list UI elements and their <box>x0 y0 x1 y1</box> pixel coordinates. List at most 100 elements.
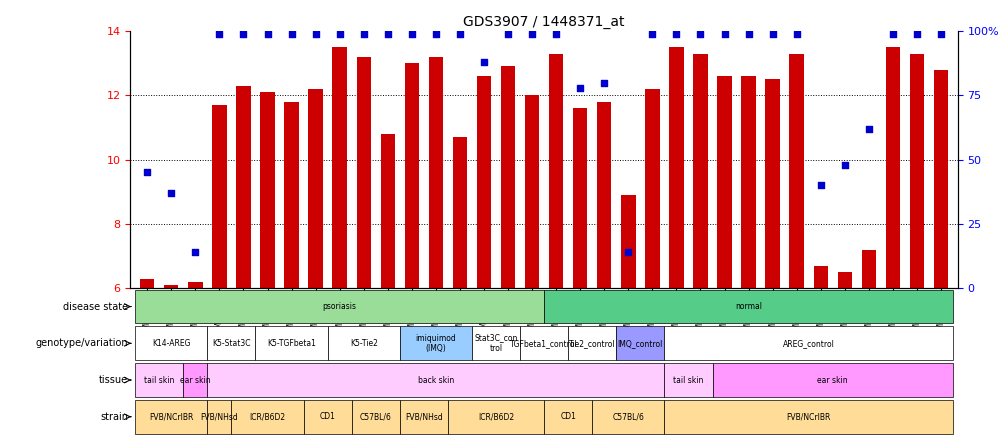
Text: imiquimod
(IMQ): imiquimod (IMQ) <box>415 333 456 353</box>
Text: normal: normal <box>734 302 762 311</box>
Point <box>284 30 300 37</box>
Text: ICR/B6D2: ICR/B6D2 <box>249 412 286 421</box>
Bar <box>188 282 202 288</box>
Bar <box>861 250 875 288</box>
Text: FVB/NHsd: FVB/NHsd <box>405 412 442 421</box>
Bar <box>332 47 347 288</box>
Bar <box>261 92 275 288</box>
FancyBboxPatch shape <box>448 400 543 434</box>
FancyBboxPatch shape <box>231 400 304 434</box>
Point <box>235 30 252 37</box>
FancyBboxPatch shape <box>400 400 448 434</box>
FancyBboxPatch shape <box>207 400 231 434</box>
FancyBboxPatch shape <box>711 363 952 397</box>
Text: CD1: CD1 <box>320 412 336 421</box>
Text: C57BL/6: C57BL/6 <box>360 412 392 421</box>
Point <box>643 30 659 37</box>
Text: C57BL/6: C57BL/6 <box>612 412 643 421</box>
Point <box>260 30 276 37</box>
Point <box>380 30 396 37</box>
Point <box>691 30 707 37</box>
Text: tail skin: tail skin <box>672 376 703 385</box>
FancyBboxPatch shape <box>256 326 328 360</box>
Text: K5-Stat3C: K5-Stat3C <box>212 339 250 348</box>
FancyBboxPatch shape <box>328 326 400 360</box>
Point <box>500 30 516 37</box>
Point <box>667 30 683 37</box>
Bar <box>404 63 419 288</box>
Point <box>764 30 780 37</box>
Point <box>332 30 348 37</box>
Point <box>308 30 324 37</box>
Text: Tie2_control: Tie2_control <box>568 339 615 348</box>
FancyBboxPatch shape <box>663 363 711 397</box>
Text: tail skin: tail skin <box>144 376 174 385</box>
Text: K5-TGFbeta1: K5-TGFbeta1 <box>267 339 316 348</box>
Bar <box>789 54 804 288</box>
FancyBboxPatch shape <box>543 289 952 324</box>
Bar <box>548 54 563 288</box>
Bar <box>380 134 395 288</box>
Point <box>571 84 587 91</box>
Bar <box>500 67 515 288</box>
Point <box>428 30 444 37</box>
Point <box>788 30 804 37</box>
Point <box>139 169 155 176</box>
Point <box>452 30 468 37</box>
Bar <box>813 266 827 288</box>
FancyBboxPatch shape <box>567 326 615 360</box>
Point <box>524 30 540 37</box>
FancyBboxPatch shape <box>663 326 952 360</box>
FancyBboxPatch shape <box>472 326 520 360</box>
Text: back skin: back skin <box>418 376 454 385</box>
FancyBboxPatch shape <box>615 326 663 360</box>
FancyBboxPatch shape <box>135 400 207 434</box>
Text: FVB/NCrIBR: FVB/NCrIBR <box>149 412 193 421</box>
Text: strain: strain <box>100 412 128 422</box>
Point <box>812 182 828 189</box>
Text: FVB/NCrIBR: FVB/NCrIBR <box>786 412 830 421</box>
Text: ICR/B6D2: ICR/B6D2 <box>478 412 514 421</box>
Bar <box>933 70 947 288</box>
FancyBboxPatch shape <box>207 326 256 360</box>
Bar <box>885 47 899 288</box>
Point <box>884 30 900 37</box>
Point <box>836 161 852 168</box>
Title: GDS3907 / 1448371_at: GDS3907 / 1448371_at <box>463 15 624 29</box>
Bar <box>572 108 587 288</box>
Point <box>476 58 492 65</box>
FancyBboxPatch shape <box>135 326 207 360</box>
Point <box>908 30 924 37</box>
Bar <box>765 79 780 288</box>
Text: Stat3C_con
trol: Stat3C_con trol <box>474 333 517 353</box>
Bar <box>140 278 154 288</box>
Point <box>404 30 420 37</box>
FancyBboxPatch shape <box>183 363 207 397</box>
FancyBboxPatch shape <box>135 363 183 397</box>
Point <box>211 30 227 37</box>
Bar <box>620 195 635 288</box>
FancyBboxPatch shape <box>520 326 567 360</box>
FancyBboxPatch shape <box>663 400 952 434</box>
Bar <box>668 47 683 288</box>
Bar <box>692 54 707 288</box>
Bar <box>716 76 731 288</box>
Point <box>547 30 563 37</box>
Text: ear skin: ear skin <box>817 376 848 385</box>
Point <box>163 190 179 197</box>
Bar <box>428 57 443 288</box>
FancyBboxPatch shape <box>543 400 591 434</box>
Bar <box>236 86 250 288</box>
Bar <box>740 76 756 288</box>
Text: CD1: CD1 <box>560 412 575 421</box>
Point <box>356 30 372 37</box>
Text: IMQ_control: IMQ_control <box>617 339 662 348</box>
Point <box>739 30 756 37</box>
Text: AREG_control: AREG_control <box>782 339 834 348</box>
Point <box>932 30 948 37</box>
Bar <box>452 137 467 288</box>
Point <box>619 249 635 256</box>
Bar <box>284 102 299 288</box>
Bar <box>476 76 491 288</box>
FancyBboxPatch shape <box>352 400 400 434</box>
